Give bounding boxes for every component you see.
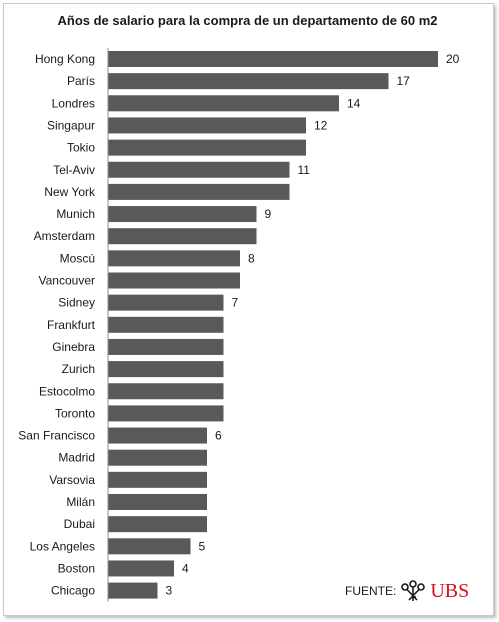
category-label: Chicago xyxy=(51,584,95,598)
data-label: 14 xyxy=(347,96,361,110)
data-label: 7 xyxy=(232,296,239,310)
category-label: Amsterdam xyxy=(34,229,95,243)
category-label: Tel-Aviv xyxy=(53,163,95,177)
bar-munich xyxy=(108,206,257,223)
bar-zurich xyxy=(108,361,224,378)
data-label: 4 xyxy=(182,561,189,575)
bar-san-francisco xyxy=(108,427,207,444)
bar-londres xyxy=(108,95,339,112)
category-label: Boston xyxy=(58,561,95,575)
category-label: Hong Kong xyxy=(35,52,95,66)
source-note: FUENTE: UBS xyxy=(345,578,469,604)
category-label: Londres xyxy=(52,96,95,110)
data-label: 5 xyxy=(199,539,206,553)
category-label: Munich xyxy=(56,207,95,221)
bar-hong-kong xyxy=(108,51,438,67)
category-label: Madrid xyxy=(58,451,95,465)
category-label: Estocolmo xyxy=(39,384,95,398)
data-label: 8 xyxy=(248,251,255,265)
category-label: Dubai xyxy=(64,517,95,531)
bar-varsovia xyxy=(108,471,207,488)
bar-estocolmo xyxy=(108,383,224,400)
category-label: Sidney xyxy=(58,296,95,310)
category-label: Ginebra xyxy=(52,340,95,354)
bar-los-angeles xyxy=(108,538,191,555)
data-label: 17 xyxy=(397,74,411,88)
data-label: 20 xyxy=(446,52,460,66)
bar-amsterdam xyxy=(108,228,257,245)
ubs-keys-icon xyxy=(401,580,426,601)
bar-singapur xyxy=(108,117,306,134)
category-label: Moscú xyxy=(60,251,95,265)
bar-tokio xyxy=(108,139,306,156)
source-label: FUENTE: xyxy=(345,584,397,598)
data-label: 6 xyxy=(215,429,222,443)
ubs-logo-text: UBS xyxy=(430,579,470,602)
category-label: Los Angeles xyxy=(30,539,95,553)
bar-toronto xyxy=(108,405,224,422)
bar-ginebra xyxy=(108,338,224,355)
bar-vancouver xyxy=(108,272,240,289)
bar-mosc- xyxy=(108,250,240,267)
category-label: Varsovia xyxy=(49,473,95,487)
bar-frankfurt xyxy=(108,316,224,333)
category-label: Vancouver xyxy=(39,274,95,288)
category-label: Frankfurt xyxy=(47,318,96,332)
bar-dubai xyxy=(108,516,207,533)
chart-title: Años de salario para la compra de un dep… xyxy=(57,13,438,28)
bar-madrid xyxy=(108,449,207,466)
category-label: Singapur xyxy=(47,118,95,132)
category-label: San Francisco xyxy=(18,429,95,443)
bar-mil-n xyxy=(108,494,207,510)
data-label: 9 xyxy=(265,207,272,221)
bar-chicago xyxy=(108,582,158,599)
bar-new-york xyxy=(108,183,290,200)
category-label: París xyxy=(67,74,95,88)
data-label: 12 xyxy=(314,118,328,132)
category-label: Milán xyxy=(66,495,95,509)
category-label: New York xyxy=(44,185,96,199)
bar-boston xyxy=(108,560,174,577)
bar-par-s xyxy=(108,73,389,90)
data-label: 11 xyxy=(298,163,311,177)
bar-sidney xyxy=(108,294,224,311)
bar-tel-aviv xyxy=(108,161,290,178)
data-label: 3 xyxy=(166,584,173,598)
category-label: Toronto xyxy=(55,406,95,420)
category-label: Zurich xyxy=(62,362,95,376)
category-label: Tokio xyxy=(67,141,95,155)
